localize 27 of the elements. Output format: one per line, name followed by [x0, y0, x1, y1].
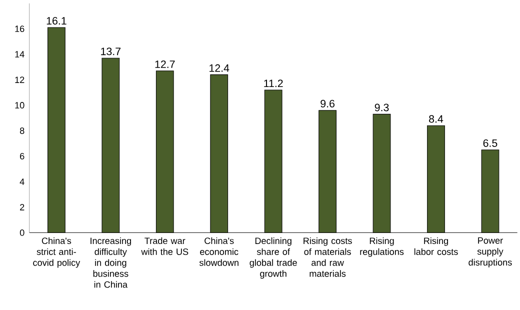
y-tick-label: 14 [15, 51, 24, 58]
y-tick-label: 0 [20, 229, 24, 236]
y-tick-label: 12 [15, 76, 24, 83]
x-tick-label: Rising costs of materials and raw materials [304, 237, 352, 277]
data-label: 12.7 [155, 60, 175, 68]
x-tick-label: Rising labor costs [414, 237, 458, 255]
data-label: 8.4 [429, 115, 444, 123]
x-tick-label: China's economic slowdown [199, 237, 238, 266]
x-tick-label: China's strict anti-covid policy [33, 237, 80, 268]
data-label: 13.7 [101, 48, 121, 56]
x-tick-label: Trade war with the US [141, 237, 188, 255]
data-label: 16.1 [46, 17, 66, 25]
x-tick-label: Rising regulations [360, 237, 404, 257]
x-tick-label: Declining share of global trade growth [250, 237, 297, 279]
y-tick-label: 6 [20, 153, 24, 160]
y-tick-label: 8 [20, 128, 24, 134]
y-tick-label: 2 [20, 204, 24, 210]
data-label: 11.2 [264, 80, 283, 88]
y-tick-label: 16 [15, 26, 24, 32]
data-label: 9.3 [374, 104, 389, 112]
data-label: 12.4 [210, 64, 230, 72]
data-label: 9.6 [320, 100, 334, 108]
y-tick-label: 10 [15, 102, 24, 108]
data-label: 6.5 [483, 139, 498, 147]
y-tick-label: 4 [20, 178, 24, 185]
x-tick-label: Increasing difficulty in doing business in China [90, 237, 131, 288]
x-tick-label: Power supply disruptions [468, 237, 512, 268]
